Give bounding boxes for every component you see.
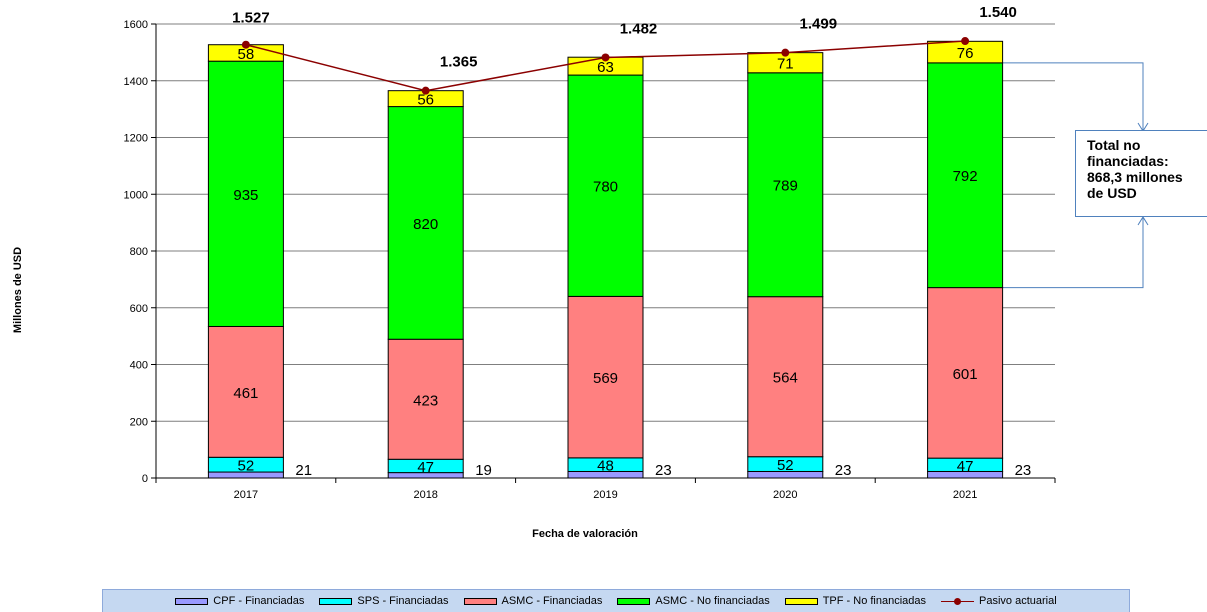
legend-label-pasivo: Pasivo actuarial: [979, 595, 1057, 607]
bar-asmc-funded: [387, 338, 464, 460]
data-label-tpf: 63: [597, 59, 614, 76]
legend-swatch-cpf: [175, 597, 209, 605]
legend-label-asmc-unfunded: ASMC - No financiadas: [655, 595, 770, 607]
legend-label-sps: SPS - Financiadas: [357, 595, 449, 607]
y-tick-label: 200: [130, 416, 148, 428]
x-tick-label: 2019: [593, 489, 617, 501]
legend-item-cpf: CPF - Financiadas: [175, 595, 304, 607]
x-tick-label: 2018: [413, 489, 437, 501]
pasivo-label: 1.482: [620, 20, 658, 37]
data-label-asmc-funded: 423: [413, 392, 438, 409]
legend: CPF - Financiadas SPS - Financiadas ASMC…: [102, 589, 1130, 612]
data-label-sps: 47: [417, 459, 434, 476]
pasivo-point: [961, 37, 970, 46]
pasivo-point: [601, 53, 610, 62]
y-tick-label: 1200: [124, 133, 148, 145]
data-label-tpf: 76: [957, 45, 974, 62]
pasivo-point: [781, 48, 790, 57]
bar-asmc-unfunded: [927, 62, 1004, 289]
data-label-cpf: 23: [835, 462, 852, 479]
data-label-sps: 52: [777, 457, 794, 474]
total-unfunded-callout: Total no financiadas: 868,3 millones de …: [1075, 130, 1207, 217]
y-tick-label: 600: [130, 303, 148, 315]
data-label-asmc-funded: 564: [773, 370, 798, 387]
data-label-sps: 52: [238, 458, 255, 475]
x-tick-label: 2021: [953, 489, 977, 501]
data-label-sps: 48: [597, 458, 614, 475]
y-tick-label: 800: [130, 246, 148, 258]
data-label-tpf: 71: [777, 56, 794, 73]
y-tick-label: 0: [142, 473, 148, 485]
data-label-cpf: 19: [475, 462, 492, 479]
pasivo-label: 1.365: [440, 54, 478, 71]
data-label-tpf: 58: [238, 46, 255, 63]
legend-swatch-asmc-unfunded: [617, 597, 651, 605]
x-axis-label: Fecha de valoración: [532, 528, 638, 540]
pasivo-point: [421, 86, 430, 95]
y-tick-label: 1600: [124, 19, 148, 31]
data-label-asmc-funded: 601: [953, 366, 978, 383]
data-label-asmc-unfunded: 820: [413, 216, 438, 233]
data-label-cpf: 23: [1015, 462, 1032, 479]
data-label-sps: 47: [957, 458, 974, 475]
callout-bracket-bottom: [1002, 216, 1149, 289]
data-label-cpf: 21: [295, 462, 312, 479]
data-label-asmc-unfunded: 935: [233, 187, 258, 204]
data-label-tpf: 56: [417, 92, 434, 109]
legend-label-tpf: TPF - No financiadas: [822, 595, 927, 607]
legend-item-pasivo: Pasivo actuarial: [941, 595, 1057, 607]
legend-swatch-tpf: [784, 597, 818, 605]
data-label-asmc-unfunded: 789: [773, 178, 798, 195]
bar-asmc-funded: [567, 295, 644, 459]
bar-asmc-unfunded: [567, 74, 644, 297]
x-tick-label: 2017: [234, 489, 258, 501]
bar-asmc-unfunded: [747, 72, 824, 298]
pasivo-label: 1.527: [232, 10, 270, 27]
legend-swatch-sps: [319, 597, 353, 605]
data-label-asmc-funded: 569: [593, 370, 618, 387]
legend-item-sps: SPS - Financiadas: [319, 595, 449, 607]
legend-item-tpf: TPF - No financiadas: [784, 595, 927, 607]
data-label-asmc-unfunded: 792: [953, 168, 978, 185]
bar-asmc-unfunded: [387, 106, 464, 340]
legend-swatch-asmc-funded: [463, 597, 497, 605]
pasivo-point: [241, 40, 250, 49]
legend-swatch-pasivo: [941, 597, 975, 606]
legend-item-asmc-unfunded: ASMC - No financiadas: [617, 595, 770, 607]
legend-label-cpf: CPF - Financiadas: [213, 595, 305, 607]
y-tick-label: 1000: [124, 189, 148, 201]
y-axis-label: Millones de USD: [12, 246, 24, 334]
y-tick-label: 400: [130, 360, 148, 372]
data-label-cpf: 23: [655, 462, 672, 479]
legend-label-asmc-funded: ASMC - Financiadas: [501, 595, 603, 607]
data-label-asmc-unfunded: 780: [593, 179, 618, 196]
data-label-asmc-funded: 461: [233, 385, 258, 402]
legend-item-asmc-funded: ASMC - Financiadas: [463, 595, 603, 607]
x-tick-label: 2020: [773, 489, 797, 501]
pasivo-label: 1.499: [800, 16, 838, 33]
callout-bracket-top: [1002, 62, 1149, 132]
pasivo-label: 1.540: [979, 4, 1017, 21]
bar-asmc-funded: [927, 287, 1004, 459]
y-tick-label: 1400: [124, 76, 148, 88]
bar-asmc-funded: [747, 296, 824, 458]
